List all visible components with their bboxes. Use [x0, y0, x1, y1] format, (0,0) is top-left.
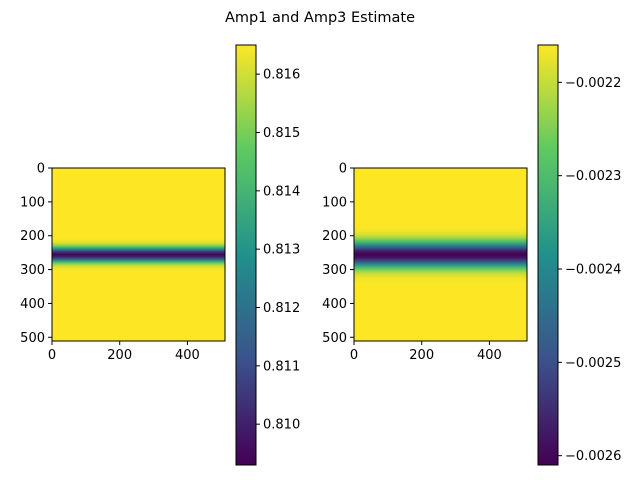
heatmap-image-1 [52, 168, 225, 341]
colorbar-tick-label: −0.0026 [565, 449, 621, 464]
heatmap-image-2 [354, 168, 527, 341]
y-tick-label: 500 [20, 331, 45, 346]
y-tick-label: 0 [339, 162, 347, 177]
x-tick-label: 400 [175, 348, 200, 363]
colorbar-tick-label: 0.811 [263, 359, 300, 374]
colorbar-tick-label: 0.815 [263, 126, 300, 141]
colorbar-frame-1 [235, 44, 257, 466]
colorbar-2 [538, 45, 558, 465]
x-tick-label: 200 [409, 348, 434, 363]
y-tick-label: 100 [322, 195, 347, 210]
y-tick-label: 0 [37, 162, 45, 177]
y-tick-label: 300 [20, 263, 45, 278]
colorbar-tick-label: 0.813 [263, 243, 300, 258]
heatmap-frame-2 [353, 167, 528, 342]
x-tick-label: 0 [350, 348, 358, 363]
colorbar-tick-label: −0.0022 [565, 76, 621, 91]
colorbar-tick-label: 0.812 [263, 301, 300, 316]
colorbar-tick-label: 0.816 [263, 68, 300, 83]
x-tick-label: 400 [477, 348, 502, 363]
colorbar-tick-label: −0.0025 [565, 356, 621, 371]
heatmap-panel-1: 0 200 400 0 100 200 300 400 500 0.810 0.811 0.812 0.… [20, 44, 300, 466]
y-tick-label: 300 [322, 263, 347, 278]
colorbar-tick-label: −0.0024 [565, 263, 621, 278]
x-tick-label: 0 [48, 348, 56, 363]
figure-title: Amp1 and Amp3 Estimate [225, 10, 415, 26]
y-tick-label: 400 [322, 297, 347, 312]
colorbar-tick-label: 0.814 [263, 184, 300, 199]
colorbar-tick-label: 0.810 [263, 418, 300, 433]
x-tick-label: 200 [107, 348, 132, 363]
y-tick-label: 200 [322, 229, 347, 244]
heatmap-frame-1 [51, 167, 226, 342]
y-tick-label: 400 [20, 297, 45, 312]
colorbar-1 [236, 45, 256, 465]
colorbar-frame-2 [537, 44, 559, 466]
colorbar-tick-label: −0.0023 [565, 169, 621, 184]
heatmap-panel-2: 0 200 400 0 100 200 300 400 500 −0.0026 −0.0025 −0.… [322, 44, 621, 466]
y-tick-label: 100 [20, 195, 45, 210]
y-tick-label: 500 [322, 331, 347, 346]
y-tick-label: 200 [20, 229, 45, 244]
